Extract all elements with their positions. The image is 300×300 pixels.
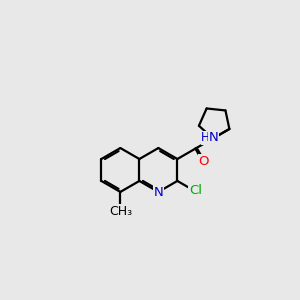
- Text: H: H: [201, 131, 210, 144]
- Text: Cl: Cl: [189, 184, 202, 197]
- Text: O: O: [198, 155, 209, 168]
- Text: N: N: [154, 186, 163, 199]
- Text: N: N: [209, 131, 218, 144]
- Text: CH₃: CH₃: [109, 205, 132, 218]
